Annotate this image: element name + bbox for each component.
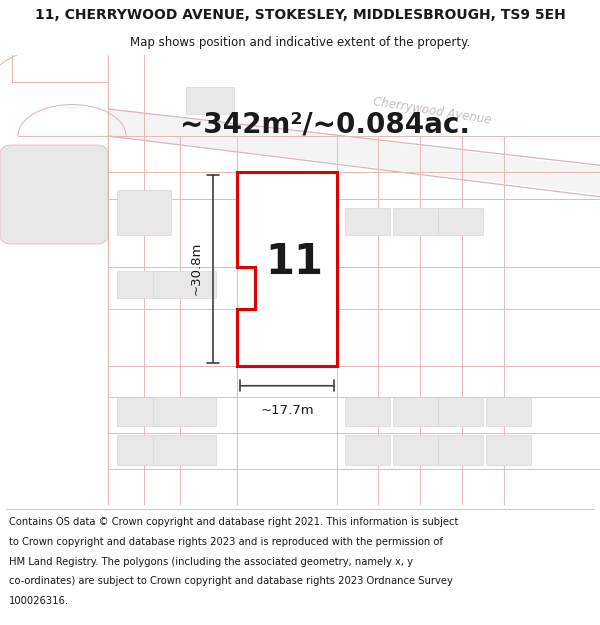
Bar	[153, 435, 216, 464]
Text: co-ordinates) are subject to Crown copyright and database rights 2023 Ordnance S: co-ordinates) are subject to Crown copyr…	[9, 576, 453, 586]
Bar	[438, 208, 483, 235]
Bar	[153, 397, 216, 426]
Polygon shape	[237, 172, 337, 366]
Text: HM Land Registry. The polygons (including the associated geometry, namely x, y: HM Land Registry. The polygons (includin…	[9, 557, 413, 567]
FancyBboxPatch shape	[0, 145, 108, 244]
Text: to Crown copyright and database rights 2023 and is reproduced with the permissio: to Crown copyright and database rights 2…	[9, 537, 443, 547]
Bar	[486, 397, 531, 426]
Bar	[117, 435, 171, 464]
Text: ~30.8m: ~30.8m	[189, 242, 202, 296]
Bar	[345, 208, 390, 235]
Text: 100026316.: 100026316.	[9, 596, 69, 606]
Bar	[486, 435, 531, 464]
Text: 11, CHERRYWOOD AVENUE, STOKESLEY, MIDDLESBROUGH, TS9 5EH: 11, CHERRYWOOD AVENUE, STOKESLEY, MIDDLE…	[35, 8, 565, 22]
Bar	[393, 435, 438, 464]
Text: ~17.7m: ~17.7m	[260, 404, 314, 417]
Bar	[345, 435, 390, 464]
Bar	[186, 86, 234, 114]
Text: Cherrywood Avenue: Cherrywood Avenue	[372, 96, 492, 127]
Bar	[438, 435, 483, 464]
Bar	[438, 397, 483, 426]
Text: ~342m²/~0.084ac.: ~342m²/~0.084ac.	[180, 111, 470, 139]
Bar	[117, 271, 171, 298]
Bar	[393, 208, 438, 235]
Text: Map shows position and indicative extent of the property.: Map shows position and indicative extent…	[130, 36, 470, 49]
Text: 11: 11	[265, 241, 323, 283]
Text: Contains OS data © Crown copyright and database right 2021. This information is : Contains OS data © Crown copyright and d…	[9, 517, 458, 527]
Bar	[117, 397, 171, 426]
Bar	[345, 397, 390, 426]
Polygon shape	[108, 109, 600, 194]
Bar	[117, 190, 171, 235]
Bar	[393, 397, 438, 426]
Bar	[153, 271, 216, 298]
